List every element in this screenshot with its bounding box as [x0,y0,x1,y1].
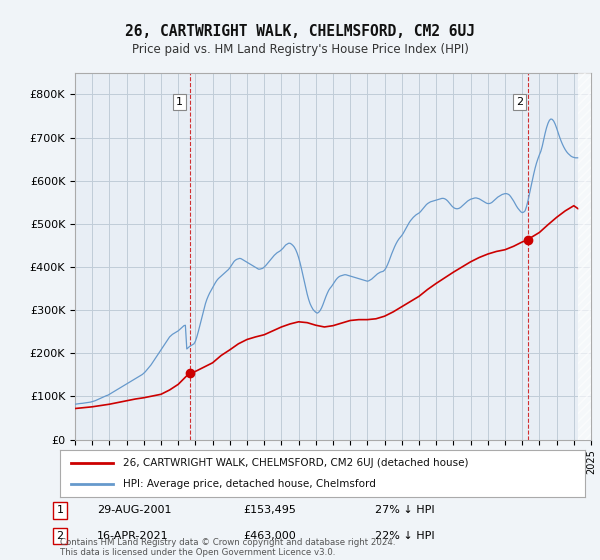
Text: 1: 1 [176,97,183,107]
Text: 1: 1 [56,505,64,515]
Text: £153,495: £153,495 [244,505,296,515]
Text: 2: 2 [56,531,64,541]
Text: £463,000: £463,000 [244,531,296,541]
Text: 16-APR-2021: 16-APR-2021 [97,531,169,541]
Text: 2: 2 [516,97,523,107]
Text: 22% ↓ HPI: 22% ↓ HPI [375,531,434,541]
Text: Contains HM Land Registry data © Crown copyright and database right 2024.
This d: Contains HM Land Registry data © Crown c… [60,538,395,557]
Text: 26, CARTWRIGHT WALK, CHELMSFORD, CM2 6UJ (detached house): 26, CARTWRIGHT WALK, CHELMSFORD, CM2 6UJ… [123,458,469,468]
Text: 27% ↓ HPI: 27% ↓ HPI [375,505,434,515]
Text: 26, CARTWRIGHT WALK, CHELMSFORD, CM2 6UJ: 26, CARTWRIGHT WALK, CHELMSFORD, CM2 6UJ [125,24,475,39]
Text: 29-AUG-2001: 29-AUG-2001 [97,505,171,515]
Text: Price paid vs. HM Land Registry's House Price Index (HPI): Price paid vs. HM Land Registry's House … [131,43,469,55]
Text: HPI: Average price, detached house, Chelmsford: HPI: Average price, detached house, Chel… [123,479,376,489]
